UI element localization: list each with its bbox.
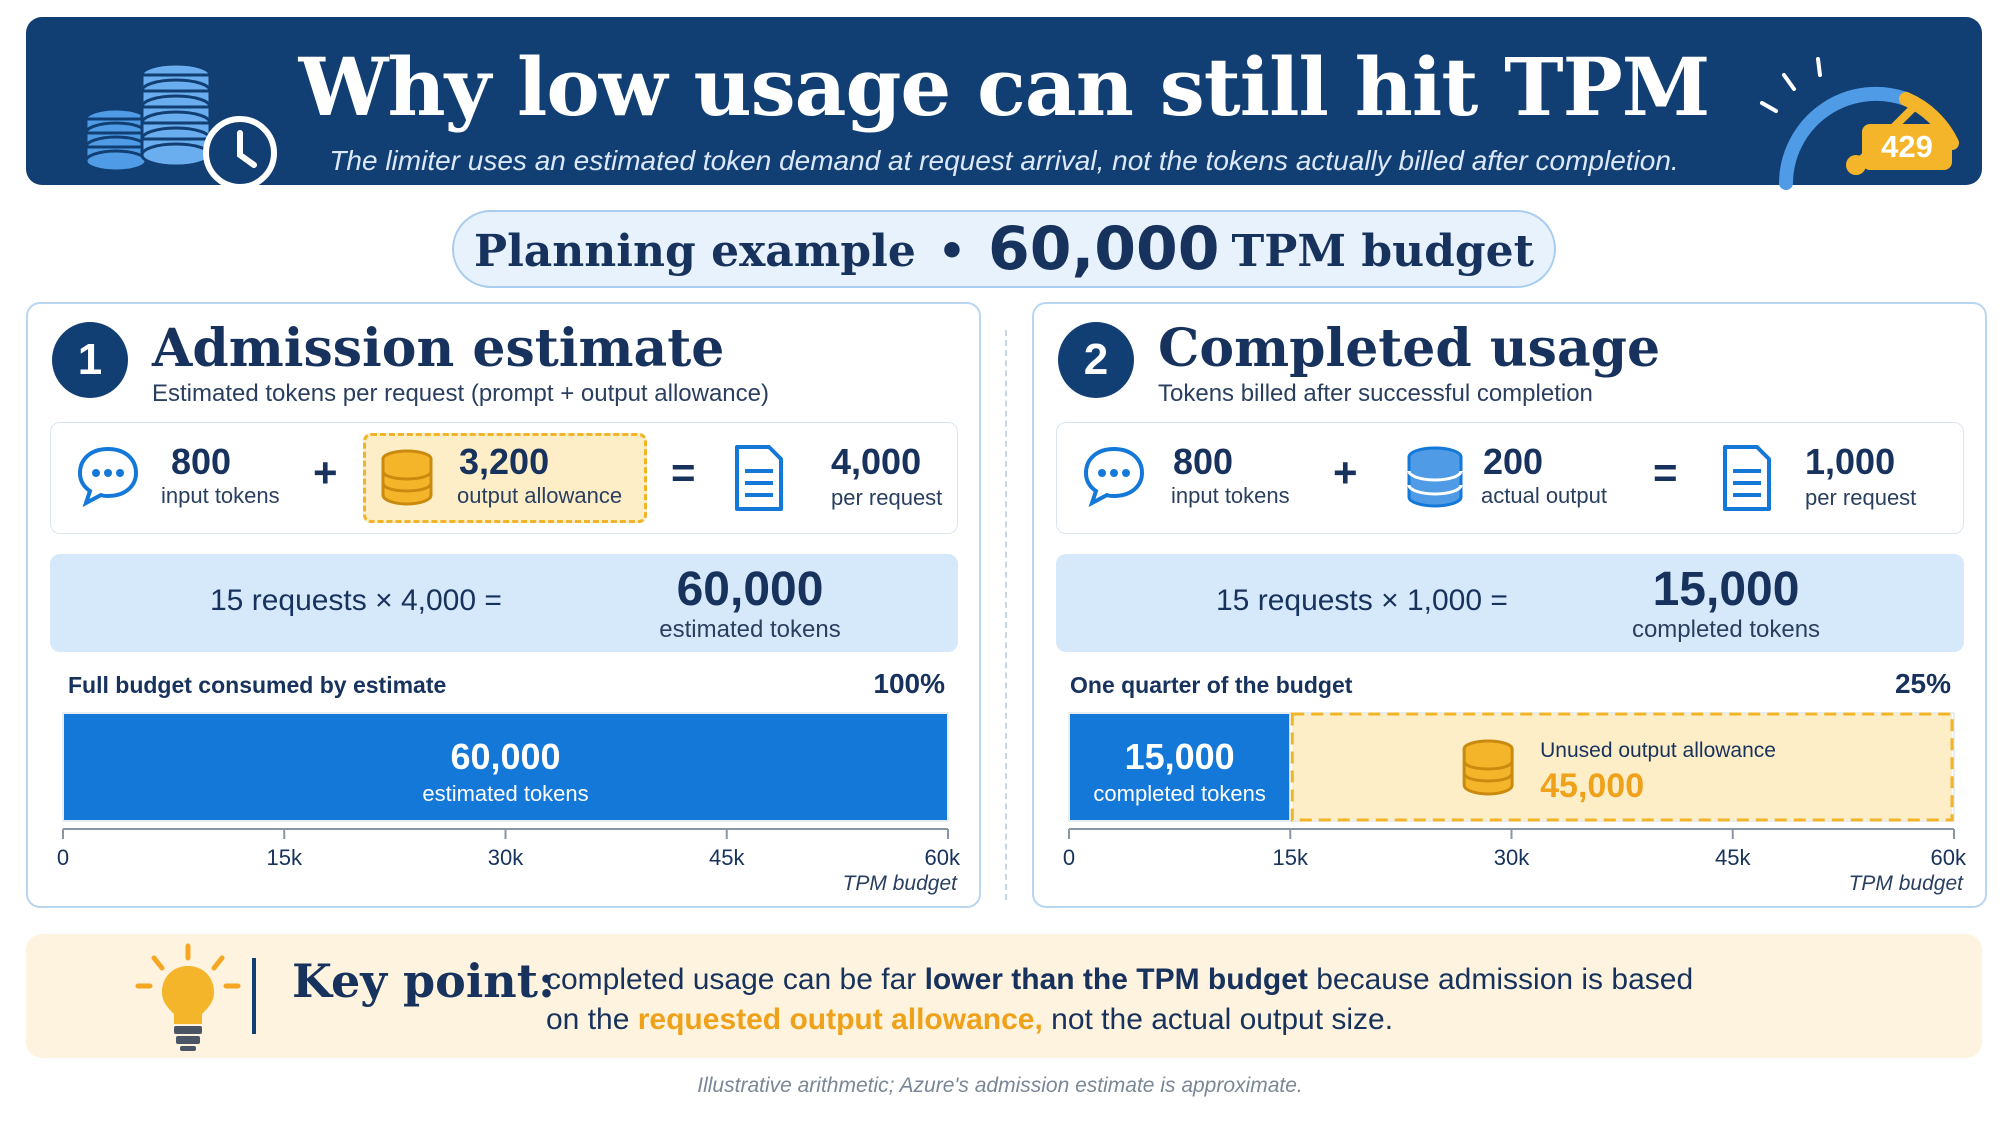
estimated-total-value: 60,000	[676, 563, 824, 616]
bar-title: Full budget consumed by estimate	[68, 672, 447, 698]
per-request-value: 1,000	[1805, 441, 1896, 482]
database-icon	[1407, 446, 1463, 508]
x-tick-label: 45k	[1715, 845, 1751, 870]
per-request-value: 4,000	[831, 441, 922, 482]
plus-sign: +	[313, 449, 338, 496]
estimated-total-label: estimated tokens	[659, 616, 841, 643]
multiplication-row: 15 requests × 1,000 = 15,000 completed t…	[1056, 554, 1964, 652]
key-point-line2-b: requested output allowance,	[637, 1003, 1043, 1036]
coin-stack-icon	[381, 449, 433, 506]
completed-bar-chart: 15,000 completed tokens Unused output allo…	[1063, 712, 1967, 870]
segment-label: completed tokens	[1093, 781, 1265, 806]
x-tick-label: 60k	[925, 845, 961, 870]
step-number: 1	[52, 322, 128, 398]
x-tick-label: 0	[57, 845, 69, 870]
bar-segment	[64, 714, 947, 820]
per-request-label: per request	[831, 485, 943, 510]
completed-total-label: completed tokens	[1631, 616, 1821, 643]
stacked-coins-clock-icon	[84, 62, 277, 190]
x-tick-label: 30k	[488, 845, 524, 870]
footnote: Illustrative arithmetic; Azure's admissi…	[697, 1074, 1303, 1097]
key-point-title: Key point:	[292, 954, 555, 1008]
x-tick-label: 30k	[1494, 845, 1530, 870]
plus-sign: +	[1333, 449, 1358, 496]
key-point-callout: Key point: completed usage can be far lo…	[26, 934, 1982, 1058]
admission-estimate-panel: 1 Admission estimate Estimated tokens pe…	[26, 302, 981, 908]
key-point-divider	[252, 958, 256, 1034]
document-icon	[735, 445, 783, 511]
equation-row: 800 input tokens + 200 actual output = 1…	[1056, 422, 1964, 534]
bar-title: One quarter of the budget	[1070, 672, 1353, 698]
coin-stack-icon	[1462, 739, 1514, 796]
page-subtitle: The limiter uses an estimated token dema…	[329, 145, 1679, 176]
chat-bubble-icon	[1083, 446, 1145, 508]
x-tick-label: 15k	[267, 845, 303, 870]
x-tick-label: 15k	[1273, 845, 1309, 870]
actual-output-label: actual output	[1481, 483, 1607, 508]
panel-title: Admission estimate	[152, 318, 725, 379]
key-point-line2-a: on the	[546, 1003, 638, 1036]
per-request-label: per request	[1805, 485, 1917, 510]
equals-sign: =	[1653, 449, 1678, 496]
header-banner: Why low usage can still hit TPM The limi…	[26, 17, 1982, 190]
planning-separator: •	[937, 226, 966, 277]
segment-value: 60,000	[450, 736, 560, 777]
bar-percentage: 25%	[1894, 668, 1951, 699]
x-tick-label: 60k	[1931, 845, 1967, 870]
multiplication-expression: 15 requests × 4,000 =	[210, 584, 502, 617]
key-point-line1-b: lower than the TPM budget	[924, 963, 1308, 996]
chat-bubble-icon	[77, 446, 139, 508]
lightbulb-icon	[135, 943, 241, 1051]
equals-sign: =	[671, 449, 696, 496]
step-number: 2	[1058, 322, 1134, 398]
output-allowance-label: output allowance	[457, 483, 623, 508]
planning-label: Planning example	[474, 226, 916, 277]
x-tick-label: 45k	[709, 845, 745, 870]
document-icon	[1723, 445, 1771, 511]
panel-subtitle: Estimated tokens per request (prompt + o…	[152, 380, 769, 407]
input-tokens-label: input tokens	[1171, 483, 1290, 508]
input-tokens-value: 800	[1173, 441, 1234, 482]
multiplication-row: 15 requests × 4,000 = 60,000 estimated t…	[50, 554, 958, 652]
axis-caption: TPM budget	[842, 872, 957, 895]
actual-output-value: 200	[1483, 441, 1544, 482]
planning-example-pill: Planning example • 60,000 TPM budget	[452, 210, 1556, 288]
panel-subtitle: Tokens billed after successful completio…	[1158, 380, 1593, 407]
key-point-line1-c: because admission is based	[1307, 963, 1694, 996]
multiplication-expression: 15 requests × 1,000 =	[1216, 584, 1508, 617]
output-allowance-value: 3,200	[459, 441, 550, 482]
input-tokens-value: 800	[171, 441, 232, 482]
bar-segment	[1290, 712, 1954, 822]
input-tokens-label: input tokens	[161, 483, 280, 508]
equation-row: 800 input tokens + 3,200 output allowanc…	[50, 422, 958, 534]
segment-value: 45,000	[1540, 767, 1644, 805]
panel-title: Completed usage	[1158, 318, 1661, 379]
speedometer-gauge-icon	[1760, 57, 1959, 190]
key-point-line1-a: completed usage can be far	[546, 963, 925, 996]
completed-usage-panel: 2 Completed usage Tokens billed after su…	[1032, 302, 1987, 908]
key-point-text: completed usage can be far lower than th…	[546, 960, 1693, 1040]
budget-value: 60,000	[987, 214, 1220, 284]
budget-unit: TPM budget	[1231, 226, 1534, 277]
axis-caption: TPM budget	[1848, 872, 1963, 895]
segment-label: estimated tokens	[422, 781, 588, 806]
page-title: Why low usage can still hit TPM	[298, 40, 1711, 134]
segment-label: Unused output allowance	[1540, 739, 1776, 762]
key-point-line2-c: not the actual output size.	[1042, 1003, 1394, 1036]
panel-divider	[1005, 330, 1007, 900]
completed-total-value: 15,000	[1652, 563, 1800, 616]
bar-segment	[1070, 714, 1290, 820]
x-tick-label: 0	[1063, 845, 1075, 870]
segment-value: 15,000	[1125, 736, 1235, 777]
estimate-bar-chart: 60,000 estimated tokens 0 15k 30k 45k 60k	[57, 712, 961, 870]
rate-limit-badge: 429	[1862, 124, 1952, 170]
bar-percentage: 100%	[873, 668, 945, 699]
